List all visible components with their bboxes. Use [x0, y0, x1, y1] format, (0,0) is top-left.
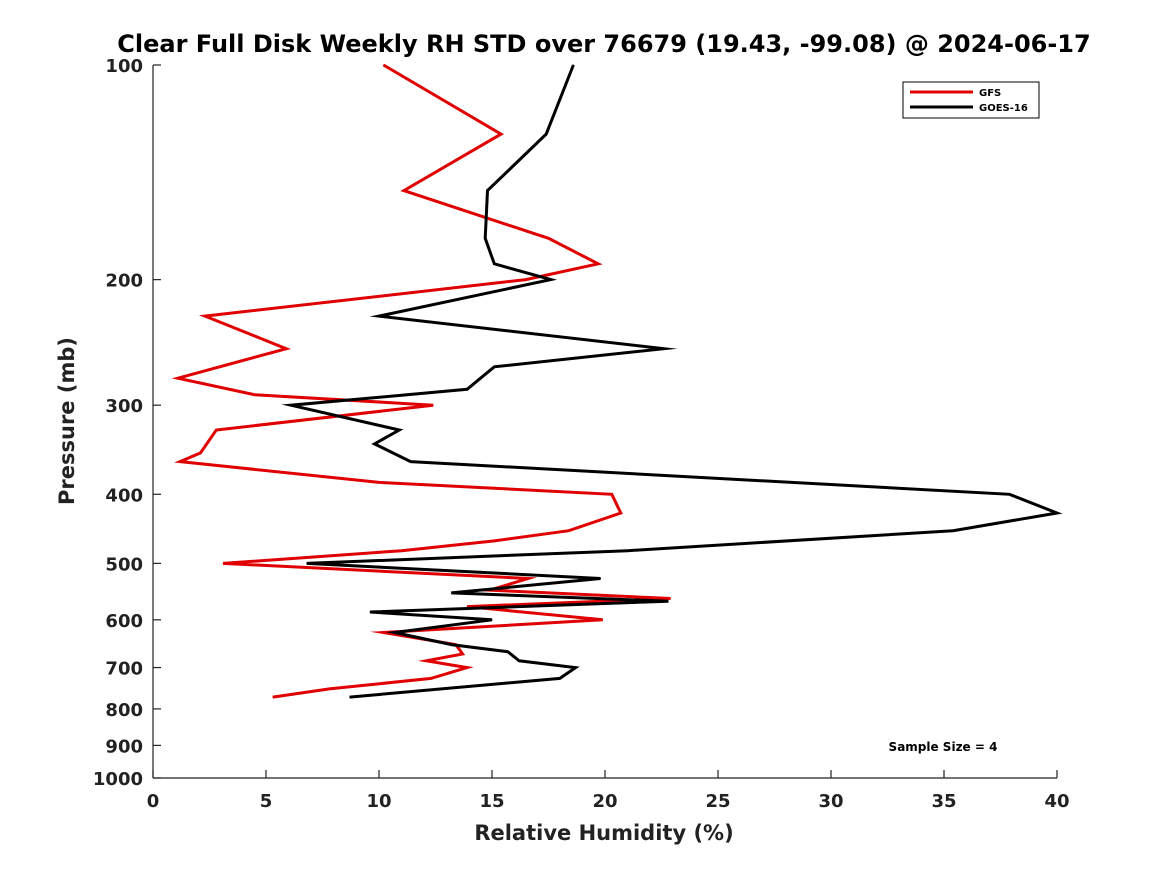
y-tick-label: 900 — [105, 736, 143, 757]
data-point-gfs — [466, 667, 468, 669]
data-point-goes16 — [507, 651, 509, 653]
x-tick-label: 25 — [705, 791, 730, 812]
data-point-goes16 — [663, 348, 665, 350]
series-layer — [171, 63, 1063, 699]
data-point-gfs — [222, 562, 224, 564]
x-tick-label: 40 — [1044, 791, 1069, 812]
data-point-gfs — [215, 429, 217, 431]
data-point-goes16 — [466, 388, 468, 390]
legend: GFS GOES-16 — [902, 81, 1040, 119]
y-tick-label: 300 — [105, 396, 143, 417]
data-point-goes16 — [1009, 493, 1010, 495]
data-point-goes16 — [450, 644, 452, 646]
x-tick-label: 30 — [818, 791, 843, 812]
legend-label-goes16: GOES-16 — [979, 103, 1028, 114]
data-point-goes16 — [1056, 512, 1058, 514]
data-point-goes16 — [410, 461, 412, 463]
data-point-gfs — [611, 493, 613, 495]
data-point-goes16 — [394, 632, 396, 633]
x-tick-label: 5 — [260, 791, 273, 812]
data-point-gfs — [177, 377, 179, 379]
data-point-goes16 — [484, 237, 486, 239]
y-tick-label: 800 — [105, 700, 143, 721]
data-point-gfs — [328, 688, 330, 690]
data-point-gfs — [378, 481, 380, 483]
data-point-gfs — [597, 263, 599, 265]
data-point-gfs — [285, 348, 287, 350]
data-point-goes16 — [491, 619, 493, 621]
data-point-goes16 — [378, 315, 380, 317]
sample-size-annotation: Sample Size = 4 — [889, 740, 998, 754]
data-point-goes16 — [349, 696, 351, 698]
data-point-gfs — [383, 64, 384, 66]
data-point-gfs — [500, 133, 502, 135]
x-tick-label: 35 — [931, 791, 956, 812]
data-point-gfs — [179, 461, 181, 463]
data-point-gfs — [602, 619, 604, 621]
data-point-goes16 — [667, 600, 669, 602]
data-point-goes16 — [545, 133, 547, 135]
data-point-gfs — [670, 598, 671, 599]
data-point-gfs — [462, 653, 464, 655]
series-goes16 — [281, 64, 1063, 699]
y-tick-label: 200 — [105, 271, 143, 292]
ticks-layer: 0 5 10 15 20 25 30 35 40 100 200 300 400 500 600 700 800… — [93, 56, 1070, 812]
y-tick-label: 700 — [105, 659, 143, 680]
data-point-goes16 — [290, 404, 292, 406]
data-point-goes16 — [450, 592, 452, 594]
y-axis-label: Pressure (mb) — [55, 337, 79, 505]
data-point-goes16 — [306, 562, 308, 564]
y-tick-label: 1000 — [93, 769, 143, 790]
legend-label-gfs: GFS — [979, 88, 1001, 99]
data-point-gfs — [272, 696, 274, 698]
data-point-goes16 — [487, 190, 488, 192]
data-point-gfs — [432, 404, 434, 406]
data-point-gfs — [430, 677, 432, 679]
y-tick-label: 100 — [105, 56, 143, 77]
data-point-gfs — [383, 632, 384, 633]
data-point-goes16 — [374, 443, 375, 445]
data-point-gfs — [401, 550, 403, 552]
chart-title: Clear Full Disk Weekly RH STD over 76679… — [117, 30, 1090, 58]
data-point-goes16 — [952, 530, 954, 532]
series-line-gfs — [171, 63, 671, 699]
legend-box — [902, 81, 1040, 119]
data-point-gfs — [525, 279, 527, 281]
data-point-gfs — [254, 394, 256, 396]
data-point-goes16 — [627, 550, 629, 552]
data-point-goes16 — [550, 279, 552, 281]
data-point-gfs — [204, 315, 206, 317]
data-point-goes16 — [493, 366, 495, 368]
y-tick-label: 400 — [105, 485, 143, 506]
data-point-goes16 — [398, 429, 400, 431]
data-point-goes16 — [572, 64, 574, 66]
data-point-gfs — [466, 606, 468, 608]
x-tick-label: 0 — [147, 791, 160, 812]
data-point-gfs — [493, 540, 495, 542]
data-point-goes16 — [369, 611, 371, 613]
data-point-gfs — [568, 530, 570, 532]
data-point-gfs — [426, 660, 427, 662]
x-axis-label: Relative Humidity (%) — [474, 821, 733, 845]
x-tick-label: 10 — [366, 791, 391, 812]
series-gfs — [171, 63, 671, 699]
data-point-gfs — [548, 237, 549, 239]
x-tick-label: 15 — [479, 791, 504, 812]
data-point-goes16 — [518, 660, 520, 662]
y-tick-label: 500 — [105, 554, 143, 575]
data-point-goes16 — [493, 263, 495, 265]
data-point-goes16 — [559, 677, 561, 679]
data-point-goes16 — [575, 667, 577, 669]
y-tick-label: 600 — [105, 611, 143, 632]
data-point-gfs — [403, 190, 405, 192]
data-point-goes16 — [600, 578, 601, 579]
data-point-gfs — [200, 452, 201, 454]
x-tick-label: 20 — [592, 791, 617, 812]
data-point-gfs — [527, 578, 529, 579]
data-point-gfs — [620, 512, 622, 514]
